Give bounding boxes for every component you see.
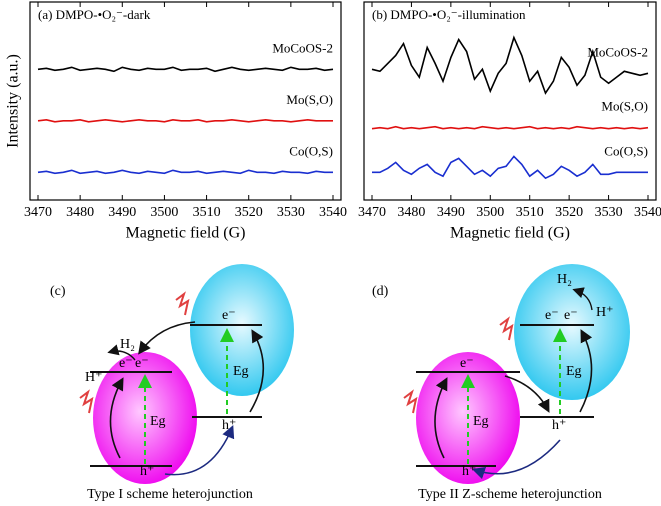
light	[79, 389, 94, 414]
light	[175, 291, 190, 316]
series-line	[37, 169, 333, 175]
x-axis-label: Magnetic field (G)	[450, 225, 570, 242]
x-tick-label: 3530	[595, 205, 623, 220]
hplus: H⁺	[85, 370, 103, 385]
diagram-c: (c) H₂ H⁺ e⁻ e⁻ Eg h⁺ e⁻ Eg h⁺ Type I sc…	[50, 264, 294, 502]
plot-frame	[29, 1, 342, 201]
arrow	[504, 375, 550, 413]
series-label: MoCoOS-2	[272, 40, 333, 55]
arrow	[107, 344, 136, 361]
x-tick-label: 3490	[437, 205, 465, 220]
hole: h⁺	[462, 464, 476, 479]
series-label: Co(O,S)	[289, 143, 333, 158]
caption: Type II Z-scheme heterojunction	[418, 487, 602, 502]
x-tick-label: 3520	[235, 205, 263, 220]
panel-label: (c)	[50, 284, 66, 299]
band-gap: Eg	[473, 414, 489, 429]
y-axis-label: Intensity (a.u.)	[5, 54, 22, 148]
x-tick-label: 3470	[358, 205, 386, 220]
x-tick-label: 3510	[516, 205, 544, 220]
series-label: Mo(S,O)	[601, 99, 648, 114]
semiconductor-b	[190, 264, 294, 396]
light	[499, 316, 514, 341]
band-gap: Eg	[233, 364, 249, 379]
semiconductor-b	[514, 264, 630, 400]
arrow	[138, 321, 196, 355]
hole: h⁺	[140, 464, 154, 479]
band-gap: Eg	[566, 364, 582, 379]
arrow	[109, 377, 124, 459]
arrow	[164, 425, 235, 476]
x-tick-label: 3540	[319, 205, 347, 220]
x-tick-label: 3480	[66, 205, 94, 220]
series-label: Mo(S,O)	[286, 92, 333, 107]
electron: e⁻	[564, 308, 578, 323]
h2: H₂	[120, 337, 135, 352]
hplus: H⁺	[596, 305, 614, 320]
x-axis-label: Magnetic field (G)	[126, 225, 246, 242]
arrow	[249, 329, 265, 413]
x-tick-label: 3500	[476, 205, 504, 220]
electron: e⁻	[460, 356, 474, 371]
arrow	[579, 329, 593, 413]
series-line	[37, 118, 333, 123]
series-line	[371, 35, 649, 95]
caption: Type I scheme heterojunction	[87, 487, 253, 502]
x-tick-label: 3530	[277, 205, 305, 220]
chart-title: (a) DMPO-•O₂⁻-dark	[38, 7, 151, 22]
series-label: MoCoOS-2	[587, 44, 648, 59]
light	[403, 389, 418, 414]
h2: H₂	[557, 272, 572, 287]
series-line	[371, 125, 649, 130]
hole: h⁺	[552, 418, 566, 433]
series-line	[372, 155, 648, 180]
series-line	[37, 66, 334, 73]
electron: e⁻	[119, 356, 133, 371]
panel-label: (d)	[372, 284, 389, 299]
series-label: Co(O,S)	[604, 143, 648, 158]
x-tick-label: 3490	[108, 205, 136, 220]
x-tick-label: 3470	[24, 205, 52, 220]
chart-title: (b) DMPO-•O₂⁻-illumination	[372, 7, 526, 22]
arrow	[572, 287, 593, 311]
x-tick-label: 3510	[193, 205, 221, 220]
arrow	[434, 377, 448, 459]
diagram-d: (d) H₂ H⁺ e⁻ Eg h⁺ e⁻ e⁻ Eg h⁺ Type II Z…	[372, 264, 630, 502]
band-gap: Eg	[150, 414, 166, 429]
x-tick-label: 3500	[150, 205, 178, 220]
electron: e⁻	[135, 356, 149, 371]
x-tick-label: 3540	[634, 205, 661, 220]
electron: e⁻	[222, 308, 236, 323]
hole: h⁺	[222, 418, 236, 433]
x-tick-label: 3480	[397, 205, 425, 220]
electron: e⁻	[545, 308, 559, 323]
plot-frame	[363, 1, 657, 201]
arrow	[471, 439, 561, 480]
x-tick-label: 3520	[555, 205, 583, 220]
